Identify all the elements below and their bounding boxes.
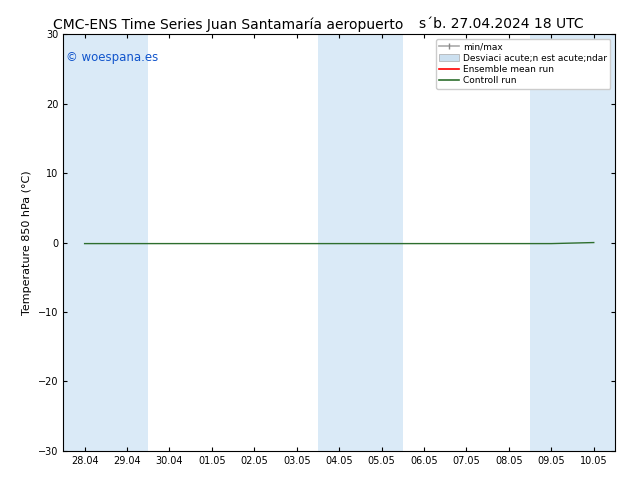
Bar [530,34,573,451]
Bar [106,34,148,451]
Bar [63,34,106,451]
Text: © woespana.es: © woespana.es [66,51,158,64]
Bar [360,34,403,451]
Legend: min/max, Desviaci acute;n est acute;ndar, Ensemble mean run, Controll run: min/max, Desviaci acute;n est acute;ndar… [436,39,611,89]
Bar [318,34,360,451]
Text: CMC-ENS Time Series Juan Santamaría aeropuerto: CMC-ENS Time Series Juan Santamaría aero… [53,17,403,32]
Y-axis label: Temperature 850 hPa (°C): Temperature 850 hPa (°C) [22,170,32,315]
Bar [573,34,615,451]
Text: s´b. 27.04.2024 18 UTC: s´b. 27.04.2024 18 UTC [418,17,583,31]
